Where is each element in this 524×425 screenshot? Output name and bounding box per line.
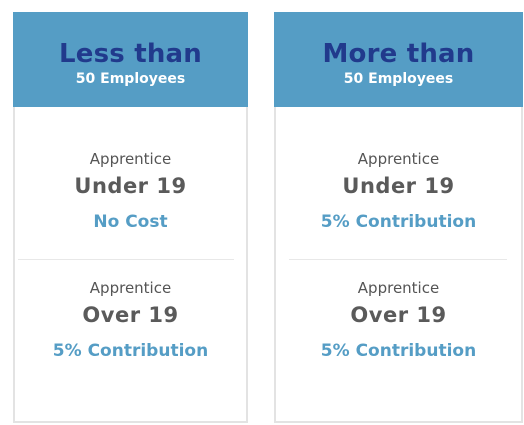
section-cost: 5% Contribution [320,212,477,232]
section-divider [289,259,507,260]
card-title: Less than [59,39,202,69]
apprentice-over-19-section: Apprentice Over 19 5% Contribution [276,279,521,362]
apprentice-under-19-section: Apprentice Under 19 5% Contribution [276,150,521,233]
section-divider [18,259,234,260]
card-title: More than [322,39,475,69]
section-age: Under 19 [74,174,187,198]
section-age: Over 19 [350,303,447,327]
card-header: More than 50 Employees [274,12,523,107]
apprentice-over-19-section: Apprentice Over 19 5% Contribution [15,279,246,362]
apprentice-under-19-section: Apprentice Under 19 No Cost [15,150,246,233]
section-age: Over 19 [82,303,179,327]
section-age: Under 19 [342,174,455,198]
section-label: Apprentice [357,279,440,297]
section-cost: 5% Contribution [52,341,209,361]
card-subtitle: 50 Employees [343,71,454,87]
section-cost: No Cost [93,212,168,232]
section-label: Apprentice [89,150,172,168]
pricing-card-less-than-50: Less than 50 Employees Apprentice Under … [13,12,248,423]
pricing-card-more-than-50: More than 50 Employees Apprentice Under … [274,12,523,423]
section-label: Apprentice [89,279,172,297]
card-header: Less than 50 Employees [13,12,248,107]
section-cost: 5% Contribution [320,341,477,361]
section-label: Apprentice [357,150,440,168]
card-subtitle: 50 Employees [75,71,186,87]
